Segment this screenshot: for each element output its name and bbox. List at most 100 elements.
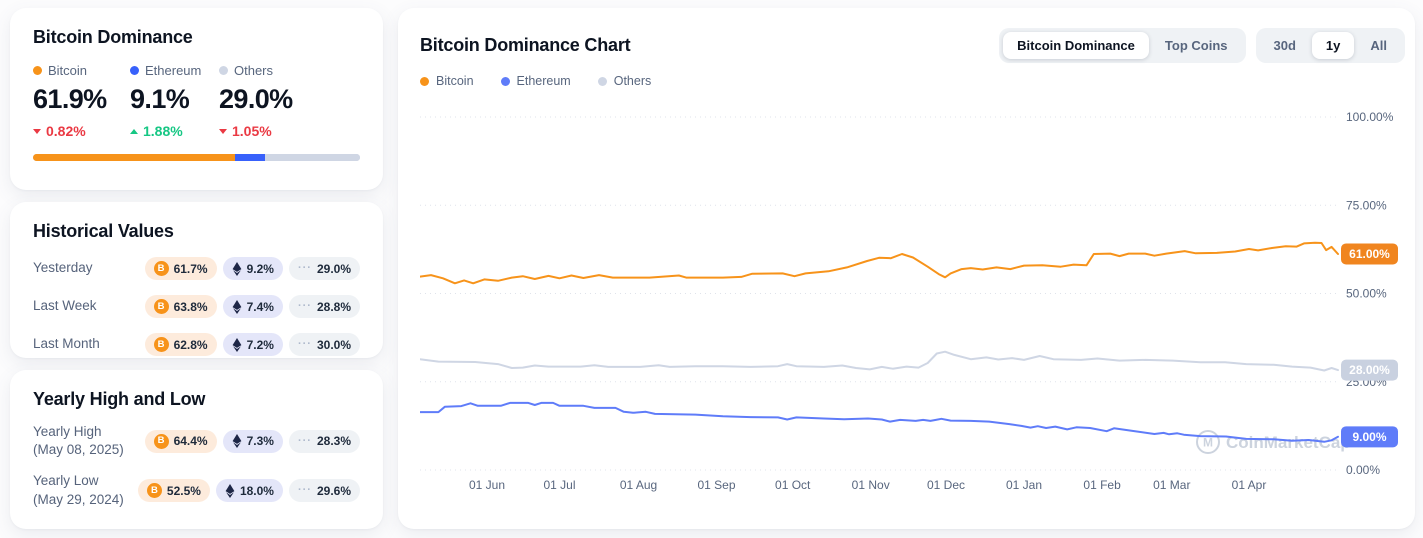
x-axis-label: 01 Nov	[852, 478, 890, 492]
others-change-value: 1.05%	[232, 123, 272, 139]
row-badges: B 64.4% 7.3% ··· 28.3%	[144, 429, 360, 453]
dominance-line-chart[interactable]: 0.00%25.00%50.00%75.00%100.00%01 Jun 01 J…	[420, 101, 1405, 503]
ethereum-dominance-value: 9.1%	[130, 84, 190, 114]
range-1y[interactable]: 1y	[1311, 32, 1355, 59]
bitcoin-change-value: 0.82%	[46, 123, 86, 139]
others-badge-value: 29.6%	[316, 483, 351, 498]
bitcoin-coin-icon: B	[153, 337, 169, 352]
coinmarketcap-logo-icon: M	[1203, 436, 1213, 450]
bitcoin-badge: B 52.5%	[137, 479, 210, 503]
ethereum-badge: 7.4%	[222, 295, 283, 318]
ellipsis-icon: ···	[297, 434, 312, 447]
bitcoin-badge-value: 52.5%	[166, 483, 201, 498]
bitcoin-badge: B 63.8%	[144, 295, 217, 318]
row-label: Yearly High (May 08, 2025)	[33, 423, 124, 459]
legend-item-bitcoin[interactable]: Bitcoin	[420, 74, 474, 88]
others-legend-label: Others	[234, 63, 274, 78]
coinmarketcap-watermark: CoinMarketCap	[1226, 433, 1351, 452]
x-axis-label: 01 Mar	[1153, 478, 1190, 492]
table-row: Yearly Low (May 29, 2024) B 52.5% 18.0% ·…	[33, 472, 360, 508]
dominance-stacked-bar	[33, 154, 360, 161]
chart-title: Bitcoin Dominance Chart	[420, 35, 631, 55]
ethereum-badge-value: 18.0%	[239, 483, 274, 498]
value-tag-ethereum	[1341, 426, 1398, 448]
chart-header: Bitcoin Dominance Chart Bitcoin Dominanc…	[420, 28, 1405, 63]
toggle-top-coins[interactable]: Top Coins	[1151, 32, 1242, 59]
others-badge-value: 30.0%	[316, 337, 351, 352]
chart-legend: Bitcoin Ethereum Others	[420, 74, 1405, 88]
others-badge-value: 28.8%	[316, 299, 351, 314]
bitcoin-badge-value: 63.8%	[173, 299, 208, 314]
ethereum-dot-icon	[500, 76, 510, 86]
value-tag-bitcoin	[1341, 243, 1398, 265]
x-axis-label: 01 Oct	[775, 478, 811, 492]
bar-bitcoin-segment	[33, 154, 236, 161]
bitcoin-change: 0.82%	[33, 123, 130, 139]
bitcoin-badge-value: 62.8%	[173, 337, 208, 352]
y-axis-label: 100.00%	[1346, 110, 1394, 124]
bitcoin-badge-value: 61.7%	[173, 261, 208, 276]
x-axis-label: 01 Jun	[469, 478, 505, 492]
bitcoin-dot-icon	[420, 76, 429, 86]
bitcoin-dominance-value: 61.9%	[33, 84, 107, 114]
row-badges: B 52.5% 18.0% ··· 29.6%	[137, 479, 360, 503]
time-range-toggle: 30d 1y All	[1255, 28, 1405, 63]
bar-ethereum-segment	[235, 154, 266, 161]
ethereum-coin-icon	[232, 261, 242, 276]
bar-others-segment	[265, 154, 360, 161]
others-badge: ··· 28.8%	[288, 295, 360, 318]
series-line-ethereum	[420, 401, 1339, 443]
ethereum-coin-icon	[232, 434, 242, 449]
row-label: Last Month	[33, 336, 100, 352]
up-arrow-icon	[130, 128, 138, 134]
bitcoin-badge: B 64.4%	[144, 429, 217, 453]
down-arrow-icon	[33, 128, 41, 134]
legend-item-others[interactable]: Others	[597, 74, 652, 88]
value-tag-label: 9.00%	[1352, 430, 1386, 444]
yearly-low-date: (May 29, 2024)	[33, 491, 124, 507]
dominance-card-title: Bitcoin Dominance	[33, 27, 193, 47]
bitcoin-coin-icon: B	[153, 299, 169, 314]
ethereum-badge-value: 7.4%	[246, 299, 274, 314]
yearly-high-date: (May 08, 2025)	[33, 442, 124, 458]
bitcoin-coin-icon: B	[146, 483, 162, 499]
bitcoin-coin-icon: B	[153, 433, 169, 449]
historical-values-card: Historical Values Yesterday B 61.7% 9.2% …	[10, 202, 383, 358]
y-axis-label: 50.00%	[1346, 287, 1387, 301]
ethereum-badge: 7.3%	[222, 429, 283, 453]
dominance-columns: Bitcoin 61.9% 0.82% Ethereum 9.1% 1.88% …	[33, 63, 360, 139]
x-axis-label: 01 Feb	[1083, 478, 1121, 492]
ethereum-change-value: 1.88%	[143, 123, 183, 139]
ethereum-dot-icon	[130, 66, 139, 75]
yearly-high-label: Yearly High	[33, 424, 102, 439]
x-axis-label: 01 Aug	[620, 478, 657, 492]
bitcoin-badge-value: 64.4%	[173, 434, 208, 449]
ethereum-coin-icon	[232, 337, 242, 352]
range-30d[interactable]: 30d	[1260, 32, 1310, 59]
row-badges: B 62.8% 7.2% ··· 30.0%	[144, 333, 360, 356]
ellipsis-icon: ···	[297, 338, 312, 350]
ellipsis-icon: ···	[297, 484, 312, 497]
legend-label: Others	[613, 74, 652, 88]
ethereum-column: Ethereum 9.1% 1.88%	[130, 63, 219, 139]
bitcoin-legend: Bitcoin	[33, 63, 130, 78]
toggle-bitcoin-dominance[interactable]: Bitcoin Dominance	[1003, 32, 1149, 59]
ethereum-badge: 7.2%	[222, 333, 283, 356]
yearly-low-label: Yearly Low	[33, 473, 99, 489]
chart-controls: Bitcoin Dominance Top Coins 30d 1y All	[999, 28, 1405, 63]
table-row: Last Month B 62.8% 7.2% ··· 30.0%	[33, 333, 360, 356]
others-column: Others 29.0% 1.05%	[219, 63, 360, 139]
y-axis-label: 75.00%	[1346, 198, 1387, 212]
chart-type-toggle: Bitcoin Dominance Top Coins	[999, 28, 1246, 63]
ellipsis-icon: ···	[297, 262, 312, 274]
y-axis-label: 0.00%	[1346, 463, 1380, 477]
legend-item-ethereum[interactable]: Ethereum	[500, 74, 571, 88]
chart-area: 0.00% 25.00% 50.00% 75.00% 100.00% 01 Jun 01 J…	[420, 101, 1405, 503]
dominance-chart-card: Bitcoin Dominance Chart Bitcoin Dominanc…	[398, 8, 1415, 529]
table-row: Yesterday B 61.7% 9.2% ··· 29.0%	[33, 257, 360, 280]
bitcoin-legend-label: Bitcoin	[48, 63, 88, 78]
dominance-summary-card: Bitcoin Dominance Bitcoin 61.9% 0.82% Et…	[10, 8, 383, 190]
range-all[interactable]: All	[1356, 32, 1401, 59]
ethereum-coin-icon	[232, 299, 242, 314]
others-dominance-value: 29.0%	[219, 84, 293, 114]
